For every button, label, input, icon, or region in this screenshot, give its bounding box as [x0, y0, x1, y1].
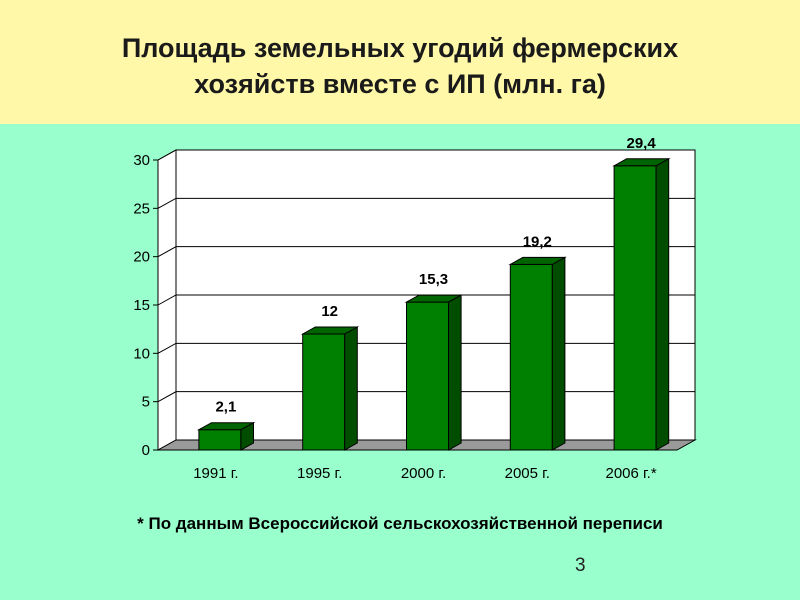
bar-top — [300, 326, 360, 335]
bar — [508, 256, 567, 451]
bar — [404, 294, 464, 451]
y-tick-label: 5 — [142, 394, 150, 411]
y-tick-label: 20 — [133, 249, 150, 266]
bar-side — [551, 256, 566, 451]
gridline — [157, 246, 695, 258]
title-line-1: Площадь земельных угодий фермерских — [121, 33, 679, 63]
data-label: 29,4 — [626, 135, 656, 152]
y-tick-label: 25 — [133, 200, 150, 217]
x-tick-label: 1991 г. — [193, 465, 238, 482]
data-label: 15,3 — [419, 271, 448, 288]
x-tick-label: 2000 г. — [401, 465, 446, 482]
bar-chart: 0 5 10 15 20 25 30 2,1 1991 г. 12 1995 г. 15,3 2000 … — [133, 135, 697, 482]
bar-top — [612, 158, 671, 167]
data-label: 2,1 — [215, 399, 236, 416]
bar-front — [302, 333, 346, 451]
y-tick-label: 10 — [133, 345, 150, 362]
bar-top — [508, 256, 567, 265]
title-line-2: хозяйств вместе с ИП (млн. га) — [194, 69, 606, 99]
y-tick-label: 15 — [133, 297, 150, 314]
bar-front — [198, 429, 242, 451]
bar-front — [406, 301, 449, 451]
footnote: * По данным Всероссийской сельскохозяйст… — [137, 514, 663, 533]
bar — [196, 421, 256, 451]
bar-top — [196, 422, 256, 431]
slide-title: Площадь земельных угодий фермерских хозя… — [40, 30, 760, 102]
gridline — [157, 197, 695, 209]
gridline — [157, 149, 695, 161]
bar-front — [509, 263, 553, 451]
bar — [612, 157, 671, 451]
y-tick-label: 30 — [133, 152, 150, 169]
bar — [300, 326, 360, 451]
slide-number: 3 — [575, 555, 586, 576]
x-tick-label: 2006 г.* — [606, 465, 657, 482]
data-label: 19,2 — [523, 233, 552, 250]
bar-side — [655, 157, 670, 451]
bar-top — [404, 294, 464, 303]
y-tick-label: 0 — [142, 442, 150, 459]
bar-front — [613, 165, 657, 451]
x-tick-label: 2005 г. — [505, 465, 550, 482]
x-tick-label: 1995 г. — [297, 465, 342, 482]
data-label: 12 — [321, 303, 338, 320]
bar-side — [448, 294, 462, 451]
bar-side — [344, 326, 358, 451]
title-band — [0, 0, 800, 124]
